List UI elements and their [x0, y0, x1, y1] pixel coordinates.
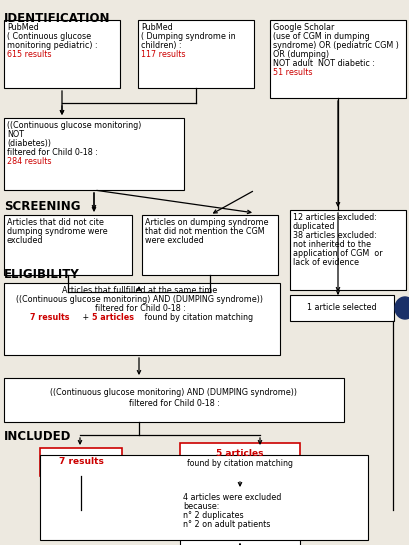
- Text: found by citation matching: found by citation matching: [142, 313, 252, 322]
- FancyBboxPatch shape: [4, 215, 132, 275]
- Text: filtered for Child 0-18 :: filtered for Child 0-18 :: [7, 148, 100, 157]
- Text: n° 2 duplicates: n° 2 duplicates: [182, 511, 243, 520]
- Text: PubMed: PubMed: [7, 23, 39, 32]
- Text: PubMed: PubMed: [141, 23, 172, 32]
- Text: n° 2 on adult patients: n° 2 on adult patients: [182, 520, 270, 529]
- FancyBboxPatch shape: [180, 490, 299, 545]
- Text: 38 articles excluded:: 38 articles excluded:: [292, 231, 376, 240]
- Text: application of CGM  or: application of CGM or: [292, 249, 382, 258]
- Text: lack of evidence: lack of evidence: [292, 258, 358, 267]
- FancyBboxPatch shape: [4, 378, 343, 422]
- Text: Articles that fullfilled at the same time: Articles that fullfilled at the same tim…: [62, 286, 217, 295]
- FancyBboxPatch shape: [142, 215, 277, 275]
- Text: 12 articles excluded:: 12 articles excluded:: [292, 213, 376, 222]
- Text: ( Dumping syndrome in: ( Dumping syndrome in: [141, 32, 235, 41]
- Text: because:: because:: [182, 502, 219, 511]
- FancyBboxPatch shape: [4, 20, 120, 88]
- Text: SCREENING: SCREENING: [4, 200, 80, 213]
- Text: +: +: [80, 313, 91, 322]
- Text: 4 articles were excluded: 4 articles were excluded: [182, 493, 281, 502]
- Text: ((Continuous glucose monitoring) AND (DUMPING syndrome)): ((Continuous glucose monitoring) AND (DU…: [50, 388, 297, 397]
- Text: 1 article selected: 1 article selected: [306, 304, 376, 312]
- Text: ELIGIBILITY: ELIGIBILITY: [4, 268, 80, 281]
- Text: filtered for Child 0-18 :: filtered for Child 0-18 :: [94, 304, 185, 313]
- Text: 284 results: 284 results: [7, 157, 52, 166]
- Text: NOT adult  NOT diabetic :: NOT adult NOT diabetic :: [272, 59, 374, 68]
- Text: 5 articles: 5 articles: [92, 313, 134, 322]
- Text: ((Continuous glucose monitoring): ((Continuous glucose monitoring): [7, 121, 141, 130]
- Text: syndrome) OR (pediatric CGM ): syndrome) OR (pediatric CGM ): [272, 41, 398, 50]
- Text: were excluded: were excluded: [145, 236, 203, 245]
- Ellipse shape: [394, 297, 409, 319]
- Text: dumping syndrome were: dumping syndrome were: [7, 227, 108, 236]
- Text: 5 articles: 5 articles: [216, 449, 263, 458]
- FancyBboxPatch shape: [270, 20, 405, 98]
- Text: IDENTIFICATION: IDENTIFICATION: [4, 12, 110, 25]
- Text: Google Scholar: Google Scholar: [272, 23, 334, 32]
- FancyBboxPatch shape: [40, 455, 367, 540]
- Text: monitoring pediatric) :: monitoring pediatric) :: [7, 41, 97, 50]
- FancyBboxPatch shape: [4, 118, 184, 190]
- Text: ((Continuous glucose monitoring) AND (DUMPING syndrome)): ((Continuous glucose monitoring) AND (DU…: [16, 295, 263, 304]
- Text: not inherited to the: not inherited to the: [292, 240, 370, 249]
- Text: filtered for Child 0-18 :: filtered for Child 0-18 :: [128, 399, 219, 408]
- Text: NOT: NOT: [7, 130, 24, 139]
- Text: 51 results: 51 results: [272, 68, 312, 77]
- Text: children) :: children) :: [141, 41, 181, 50]
- Text: 615 results: 615 results: [7, 50, 52, 59]
- Text: INCLUDED: INCLUDED: [4, 430, 71, 443]
- Text: (use of CGM in dumping: (use of CGM in dumping: [272, 32, 369, 41]
- FancyBboxPatch shape: [4, 283, 279, 355]
- Text: 7 results: 7 results: [30, 313, 70, 322]
- Text: excluded: excluded: [7, 236, 43, 245]
- FancyBboxPatch shape: [180, 443, 299, 479]
- Text: OR (dumping): OR (dumping): [272, 50, 328, 59]
- Text: found by citation matching: found by citation matching: [187, 459, 292, 468]
- Text: Articles that did not cite: Articles that did not cite: [7, 218, 103, 227]
- Text: duplicated: duplicated: [292, 222, 335, 231]
- FancyBboxPatch shape: [138, 20, 254, 88]
- FancyBboxPatch shape: [289, 295, 393, 321]
- Text: ( Continuous glucose: ( Continuous glucose: [7, 32, 91, 41]
- Text: Articles on dumping syndrome: Articles on dumping syndrome: [145, 218, 268, 227]
- FancyBboxPatch shape: [289, 210, 405, 290]
- FancyBboxPatch shape: [40, 448, 122, 476]
- Text: 117 results: 117 results: [141, 50, 185, 59]
- Text: 7 results: 7 results: [58, 457, 103, 467]
- Text: that did not mention the CGM: that did not mention the CGM: [145, 227, 264, 236]
- Text: (diabetes)): (diabetes)): [7, 139, 51, 148]
